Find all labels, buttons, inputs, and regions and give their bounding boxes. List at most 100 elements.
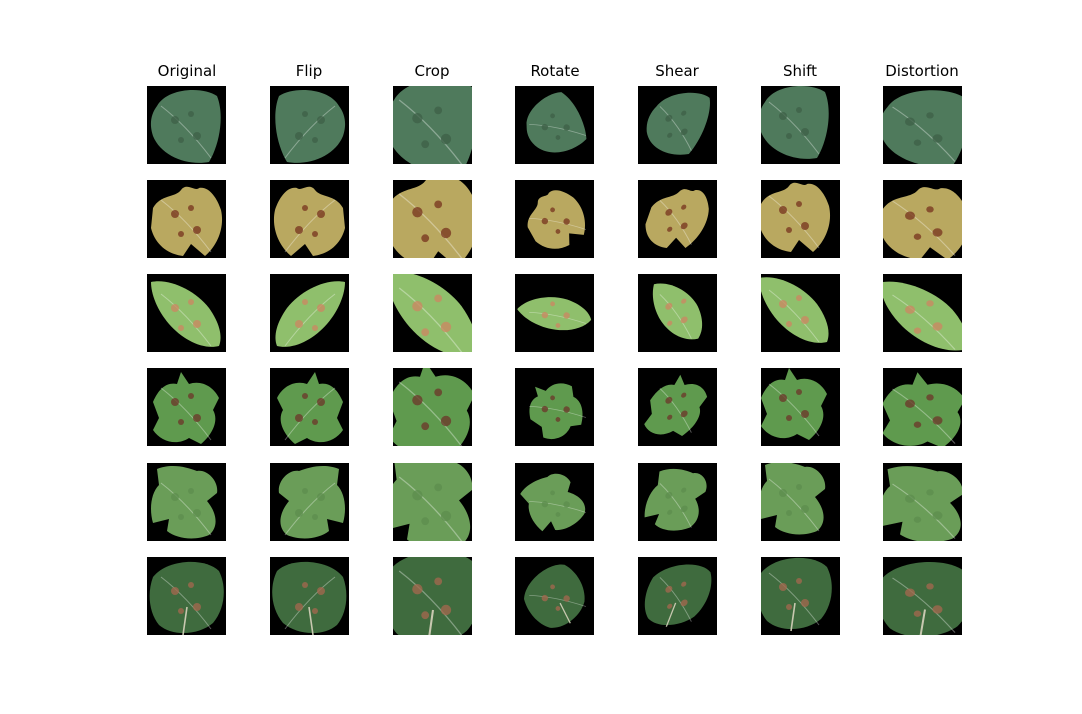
column-title-shear: Shear	[655, 62, 699, 80]
leaf-body	[393, 86, 472, 164]
leaf-body	[151, 281, 221, 347]
leaf-image-crop-row-4	[393, 368, 472, 446]
leaf-image-shear-row-5	[638, 463, 717, 541]
leaf-image-shear-row-3	[638, 274, 717, 352]
leaf-image-crop-row-6	[393, 557, 472, 635]
leaf-image-rotate-row-6	[515, 557, 594, 635]
leaf-image-distortion-row-4	[883, 368, 962, 446]
leaf-illustration	[527, 190, 587, 249]
leaf-image-flip-row-3	[270, 274, 349, 352]
leaf-image-flip-row-2	[270, 180, 349, 258]
leaf-illustration	[524, 564, 587, 628]
leaf-image-original-row-3	[147, 274, 226, 352]
leaf-body	[761, 182, 830, 252]
leaf-image-original-row-6	[147, 557, 226, 635]
leaf-illustration	[883, 187, 962, 258]
leaf-image-original-row-4	[147, 368, 226, 446]
leaf-image-shift-row-2	[761, 180, 840, 258]
column-title-crop: Crop	[414, 62, 450, 80]
leaf-body	[517, 297, 592, 331]
leaf-image-distortion-row-1	[883, 86, 962, 164]
leaf-body	[524, 564, 585, 628]
leaf-image-shift-row-6	[761, 557, 840, 635]
leaf-illustration	[883, 562, 962, 635]
leaf-illustration	[652, 283, 703, 340]
leaf-illustration	[151, 465, 218, 539]
leaf-image-distortion-row-3	[883, 274, 962, 352]
leaf-illustration	[149, 561, 224, 635]
leaf-image-flip-row-1	[270, 86, 349, 164]
leaf-illustration	[273, 186, 345, 256]
leaf-body	[278, 465, 345, 539]
leaf-body	[644, 374, 708, 437]
leaf-image-rotate-row-3	[515, 274, 594, 352]
leaf-image-shear-row-1	[638, 86, 717, 164]
leaf-illustration	[883, 466, 962, 541]
leaf-image-shift-row-5	[761, 463, 840, 541]
leaf-image-flip-row-4	[270, 368, 349, 446]
leaf-illustration	[393, 274, 472, 352]
leaf-image-crop-row-5	[393, 463, 472, 541]
leaf-image-flip-row-5	[270, 463, 349, 541]
leaf-illustration	[153, 372, 219, 444]
leaf-illustration	[644, 564, 712, 627]
leaf-image-shift-row-1	[761, 86, 840, 164]
leaf-image-rotate-row-1	[515, 86, 594, 164]
leaf-image-original-row-5	[147, 463, 226, 541]
leaf-body	[646, 92, 710, 155]
leaf-body	[761, 463, 826, 535]
leaf-body	[761, 368, 827, 440]
leaf-illustration	[393, 180, 472, 258]
leaf-image-shear-row-4	[638, 368, 717, 446]
leaf-body	[153, 372, 219, 444]
leaf-body	[652, 283, 703, 340]
leaf-image-shear-row-6	[638, 557, 717, 635]
leaf-illustration	[883, 372, 962, 446]
leaf-body	[761, 557, 832, 629]
column-title-shift: Shift	[782, 62, 818, 80]
leaf-body	[644, 468, 707, 531]
leaf-illustration	[645, 189, 709, 249]
leaf-illustration	[529, 383, 587, 440]
leaf-illustration	[761, 557, 832, 632]
leaf-body	[761, 86, 829, 159]
leaf-body	[275, 90, 346, 163]
leaf-image-original-row-2	[147, 180, 226, 258]
leaf-image-distortion-row-6	[883, 557, 962, 635]
leaf-body	[883, 281, 962, 351]
leaf-illustration	[393, 557, 472, 635]
leaf-body	[883, 562, 962, 635]
leaf-illustration	[526, 92, 587, 153]
leaf-image-rotate-row-4	[515, 368, 594, 446]
leaf-body	[393, 180, 472, 258]
leaf-illustration	[393, 368, 472, 446]
leaf-body	[645, 189, 709, 249]
leaf-illustration	[644, 468, 707, 531]
leaf-body	[275, 281, 345, 347]
leaf-image-original-row-1	[147, 86, 226, 164]
leaf-body	[277, 372, 343, 444]
leaf-illustration	[278, 465, 345, 539]
leaf-body	[393, 463, 472, 541]
leaf-image-shift-row-3	[761, 274, 840, 352]
leaf-illustration	[275, 90, 346, 163]
leaf-illustration	[646, 92, 710, 155]
leaf-illustration	[761, 86, 829, 159]
leaf-body	[520, 473, 586, 532]
leaf-image-shift-row-4	[761, 368, 840, 446]
leaf-image-shear-row-2	[638, 180, 717, 258]
leaf-image-crop-row-3	[393, 274, 472, 352]
leaf-illustration	[520, 473, 587, 532]
leaf-body	[883, 466, 962, 541]
leaf-illustration	[644, 374, 708, 437]
leaf-body	[151, 186, 223, 256]
leaf-image-rotate-row-5	[515, 463, 594, 541]
leaf-illustration	[393, 463, 472, 541]
leaf-body	[273, 186, 345, 256]
leaf-body	[393, 557, 472, 635]
leaf-illustration	[517, 297, 592, 331]
leaf-illustration	[883, 90, 962, 164]
leaf-illustration	[883, 281, 962, 351]
leaf-illustration	[151, 186, 223, 256]
